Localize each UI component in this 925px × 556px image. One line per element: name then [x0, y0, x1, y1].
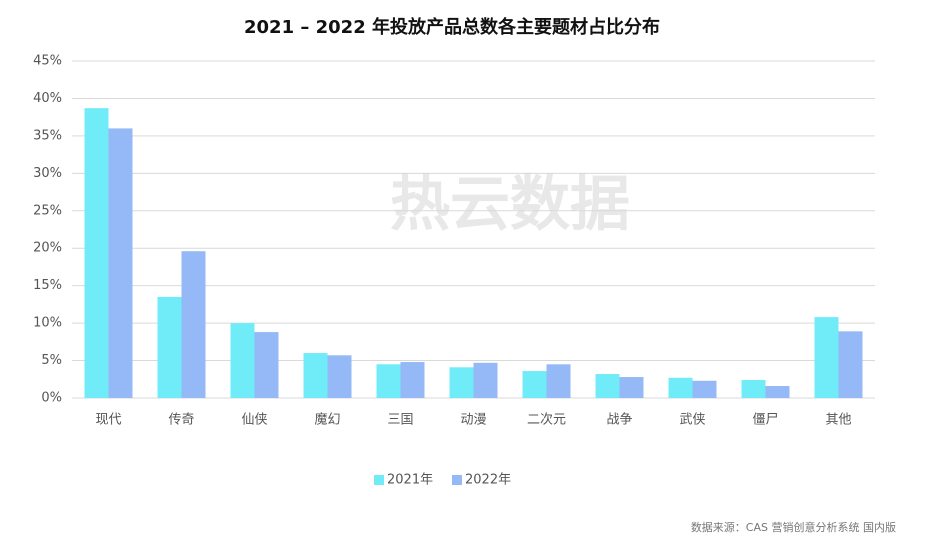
- legend-label: 2021年: [387, 473, 433, 488]
- bar: [765, 386, 790, 398]
- y-tick-label: 40%: [33, 91, 62, 106]
- bar: [619, 377, 644, 398]
- x-tick-label: 动漫: [460, 413, 486, 428]
- bar: [546, 364, 571, 398]
- legend-swatch: [452, 475, 462, 485]
- bar: [668, 377, 693, 398]
- bar: [473, 362, 498, 398]
- y-tick-label: 35%: [33, 128, 62, 143]
- x-tick-label: 僵尸: [752, 413, 778, 428]
- y-tick-label: 25%: [33, 203, 62, 218]
- legend-swatch: [374, 475, 384, 485]
- x-tick-label: 现代: [95, 413, 121, 428]
- legend-label: 2022年: [465, 473, 511, 488]
- y-tick-label: 45%: [33, 54, 62, 69]
- bar: [254, 332, 279, 398]
- bar: [692, 380, 717, 398]
- y-tick-label: 30%: [33, 166, 62, 181]
- x-tick-label: 三国: [387, 413, 413, 428]
- bar: [376, 364, 401, 398]
- bar: [814, 317, 839, 398]
- chart-title: 2021 – 2022 年投放产品总数各主要题材占比分布: [244, 16, 660, 38]
- watermark: 热云数据: [390, 170, 630, 240]
- bar: [84, 108, 109, 399]
- bar: [230, 323, 255, 398]
- y-tick-label: 0%: [41, 391, 62, 406]
- source-note: 数据来源：CAS 营销创意分析系统 国内版: [691, 520, 896, 534]
- bar: [400, 362, 425, 398]
- bar: [108, 128, 133, 398]
- bar: [838, 331, 863, 398]
- y-tick-label: 10%: [33, 316, 62, 331]
- y-tick-label: 5%: [41, 353, 62, 368]
- bar: [327, 355, 352, 398]
- x-tick-label: 二次元: [527, 412, 566, 428]
- x-tick-label: 仙侠: [241, 413, 267, 428]
- x-tick-label: 传奇: [168, 412, 194, 428]
- x-tick-label: 其他: [825, 413, 851, 428]
- x-tick-label: 魔幻: [314, 413, 340, 428]
- bar: [741, 380, 766, 398]
- bar: [303, 353, 328, 398]
- bar: [595, 374, 620, 398]
- x-tick-label: 武侠: [679, 413, 705, 428]
- y-tick-label: 20%: [33, 241, 62, 256]
- y-tick-label: 15%: [33, 278, 62, 293]
- x-tick-label: 战争: [606, 413, 632, 428]
- bar: [181, 251, 206, 398]
- bar: [449, 367, 474, 398]
- bar: [522, 371, 547, 398]
- bar: [157, 296, 182, 398]
